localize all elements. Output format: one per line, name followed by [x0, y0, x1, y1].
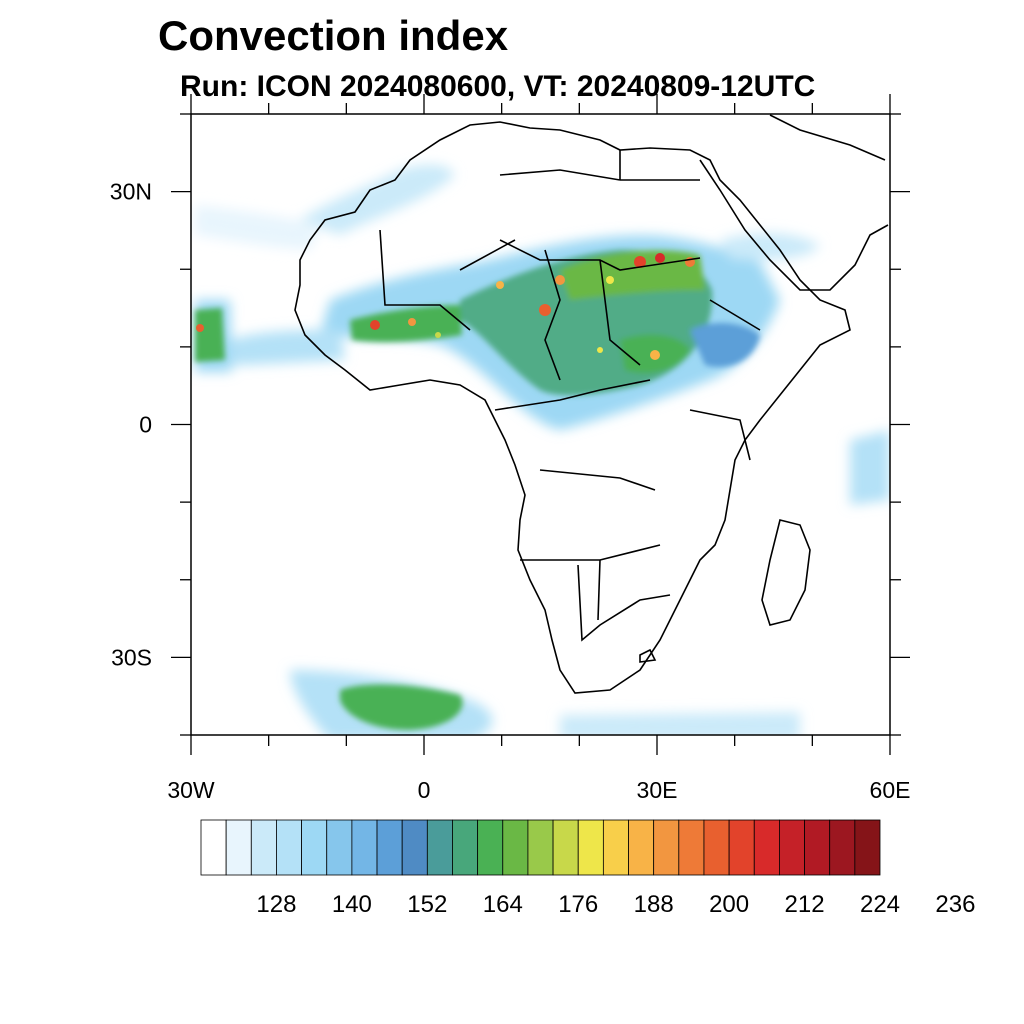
colorbar-swatch: [552, 819, 579, 876]
colorbar-label: 212: [785, 891, 825, 918]
axis-ticks: [171, 94, 910, 755]
colorbar-swatch: [628, 819, 655, 876]
colorbar-label: 152: [407, 891, 447, 918]
colorbar-label: 128: [256, 891, 296, 918]
colorbar-swatch: [829, 819, 856, 876]
colorbar-swatch: [477, 819, 504, 876]
colorbar-swatch: [854, 819, 881, 876]
colorbar-swatch: [351, 819, 378, 876]
colorbar-swatch: [326, 819, 353, 876]
colorbar-swatch: [804, 819, 831, 876]
colorbar-label: 200: [709, 891, 749, 918]
colorbar-swatch: [276, 819, 302, 876]
colorbar-label: 164: [483, 891, 523, 918]
colorbar-swatch: [502, 819, 529, 876]
colorbar-label: 140: [332, 891, 372, 918]
run-subtitle: Run: ICON 2024080600, VT: 20240809-12UTC: [180, 70, 816, 103]
colorbar-swatch: [527, 819, 554, 876]
colorbar-label: 224: [860, 891, 900, 918]
convection-field: [195, 164, 890, 735]
colorbar-swatch: [301, 819, 328, 876]
colorbar-label: 176: [558, 891, 598, 918]
coastline-borders: [294, 114, 889, 694]
lat-tick-label: 30S: [111, 644, 152, 670]
lon-tick-label: 60E: [870, 777, 911, 803]
lon-tick-label: 30E: [637, 777, 678, 803]
colorbar-swatch: [653, 819, 680, 876]
colorbar-swatch: [225, 819, 252, 876]
colorbar-swatch: [678, 819, 705, 876]
colorbar: [200, 819, 881, 876]
map-title: Convection index: [158, 12, 509, 59]
colorbar-swatch: [250, 819, 277, 876]
lat-tick-label: 0: [139, 412, 152, 438]
colorbar-swatch: [426, 819, 453, 876]
colorbar-labels: 128 140 152 164 176 188 200 212 224 236: [256, 891, 975, 918]
colorbar-swatch: [401, 819, 428, 876]
colorbar-swatch: [200, 819, 227, 876]
plot-frame: [190, 113, 891, 736]
colorbar-swatch: [376, 819, 403, 876]
colorbar-swatch: [452, 819, 479, 876]
colorbar-swatch: [602, 819, 629, 876]
colorbar-swatch: [728, 819, 755, 876]
colorbar-label: 236: [935, 891, 975, 918]
colorbar-swatch: [577, 819, 604, 876]
lon-tick-label: 0: [418, 777, 431, 803]
axis-tick-labels: 30W 0 30E 60E 30N 0 30S: [110, 179, 911, 803]
colorbar-label: 188: [634, 891, 674, 918]
colorbar-swatch: [703, 819, 730, 876]
colorbar-swatch: [753, 819, 780, 876]
lon-tick-label: 30W: [167, 777, 215, 803]
lat-tick-label: 30N: [110, 179, 152, 205]
colorbar-swatch: [779, 819, 805, 876]
